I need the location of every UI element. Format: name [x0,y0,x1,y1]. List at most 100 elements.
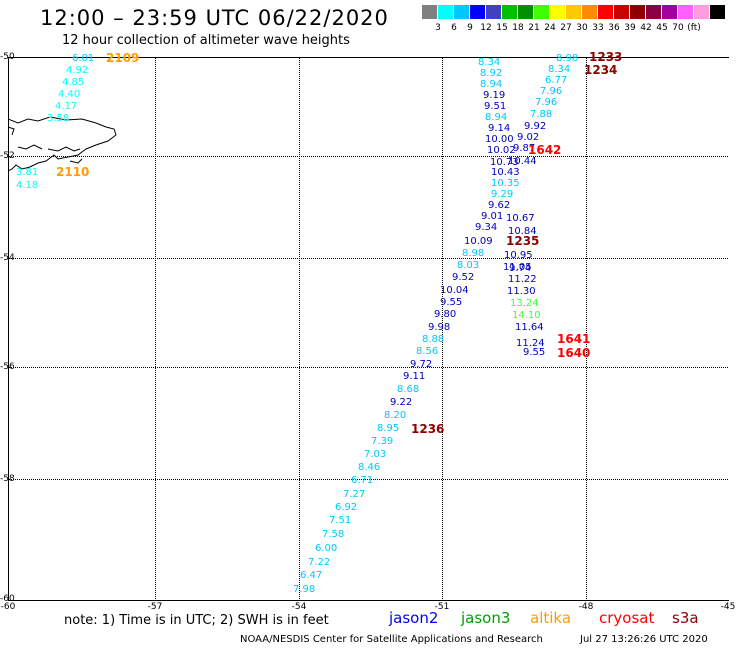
wave-height-value: 3.81 [16,167,39,178]
meridian-gridline [442,57,443,599]
legend-swatch [422,5,437,19]
legend-tick-label: 27 [560,23,572,33]
wave-height-value: 8.20 [384,410,407,421]
meridian-gridline [299,57,300,599]
parallel-gridline [8,367,728,368]
wave-height-value: 11.05 [503,262,532,273]
map-subtitle: 12 hour collection of altimeter wave hei… [62,33,350,48]
longitude-label: -54 [291,602,307,612]
wave-height-value: 9.02 [517,132,540,143]
wave-height-value: 9.01 [481,211,504,222]
wave-height-value: 11.30 [507,286,536,297]
wave-height-value: 7.58 [322,529,345,540]
longitude-label: -45 [720,602,736,612]
legend-tick-label: 15 [496,23,508,33]
wave-height-value: 10.43 [491,167,520,178]
parallel-gridline [8,156,728,157]
generated-timestamp: Jul 27 13:26:26 UTC 2020 [580,634,708,645]
wave-height-value: 8.88 [422,334,445,345]
parallel-gridline [8,479,728,480]
wave-height-value: 9.80 [434,309,457,320]
wave-height-value: 11.64 [515,322,544,333]
pass-time-label: 2110 [56,165,90,179]
footer-note: note: 1) Time is in UTC; 2) SWH is in fe… [64,613,329,628]
wave-height-value: 10.73 [490,157,519,168]
meridian-gridline [155,57,156,599]
legend-swatch [470,5,485,19]
satellite-legend-jason2: jason2 [389,609,439,627]
satellite-legend-s3a: s3a [672,609,699,627]
legend-swatch [646,5,661,19]
wave-height-value: 8.94 [485,112,508,123]
wave-height-value: 7.51 [329,515,352,526]
legend-swatch [598,5,613,19]
latitude-label: -50 [0,52,15,62]
wave-height-value: 9.19 [483,90,506,101]
wave-height-value: 14.10 [512,310,541,321]
wave-height-value: 10.02 [487,145,516,156]
wave-height-value: 8.95 [377,423,400,434]
legend-swatch [486,5,501,19]
wave-height-value: 7.96 [540,86,563,97]
longitude-label: -57 [147,602,163,612]
legend-tick-label: 45 [656,23,668,33]
legend-swatch [518,5,533,19]
legend-swatch [710,5,725,19]
wave-height-value: 7.98 [293,584,316,595]
wave-height-value: 10.67 [506,213,535,224]
wave-height-value: 6.00 [315,543,338,554]
wave-height-value: 6.77 [545,75,568,86]
legend-swatch [678,5,693,19]
legend-swatch [550,5,565,19]
wave-height-value: 9.22 [390,397,413,408]
legend-tick-label: 18 [512,23,524,33]
pass-time-label: 1641 [557,332,591,346]
legend-swatch [502,5,517,19]
meridian-gridline [586,57,587,599]
pass-time-label: 1642 [528,143,562,157]
wave-height-value: 4.40 [58,89,81,100]
pass-time-label: 1235 [506,234,540,248]
wave-height-value: 7.22 [308,557,331,568]
wave-height-value: 9.11 [403,371,426,382]
legend-tick-label: 36 [608,23,620,33]
legend-tick-label: 70 [672,23,684,33]
satellite-legend-cryosat: cryosat [599,609,655,627]
legend-tick-label: 24 [544,23,556,33]
legend-swatch [566,5,581,19]
wave-height-value: 9.52 [452,272,475,283]
legend-swatch [454,5,469,19]
longitude-label: -60 [0,602,16,612]
legend-swatch [694,5,709,19]
wave-height-value: 6.71 [351,475,374,486]
wave-height-value: 10.04 [440,285,469,296]
legend-tick-label: 6 [451,23,457,33]
credit-line: NOAA/NESDIS Center for Satellite Applica… [240,634,543,645]
latitude-label: -54 [0,253,15,263]
wave-height-value: 7.03 [364,449,387,460]
wave-height-value: 8.56 [416,346,439,357]
legend-tick-label: 42 [640,23,652,33]
wave-height-value: 9.74 [509,263,532,274]
legend-tick-label: 21 [528,23,540,33]
wave-height-value: 4.18 [16,180,39,191]
wave-height-value: 8.92 [480,68,503,79]
legend-swatch [662,5,677,19]
legend-tick-label: 3 [435,23,441,33]
pass-time-label: 1233 [589,50,623,64]
legend-swatch [534,5,549,19]
map-plot-area [8,57,729,601]
wave-height-value: 9.92 [524,121,547,132]
wave-height-value: 9.55 [440,297,463,308]
legend-tick-label: 39 [624,23,636,33]
wave-height-value: 9.34 [475,222,498,233]
wave-height-value: 8.34 [478,57,501,68]
wave-height-value: 4.17 [55,101,78,112]
wave-height-value: 9.72 [410,359,433,370]
legend-tick-label: 12 [480,23,492,33]
wave-height-value: 8.46 [358,462,381,473]
latitude-label: -52 [0,151,15,161]
longitude-label: -48 [578,602,594,612]
satellite-legend-altika: altika [530,609,572,627]
wave-height-value: 7.88 [530,109,553,120]
